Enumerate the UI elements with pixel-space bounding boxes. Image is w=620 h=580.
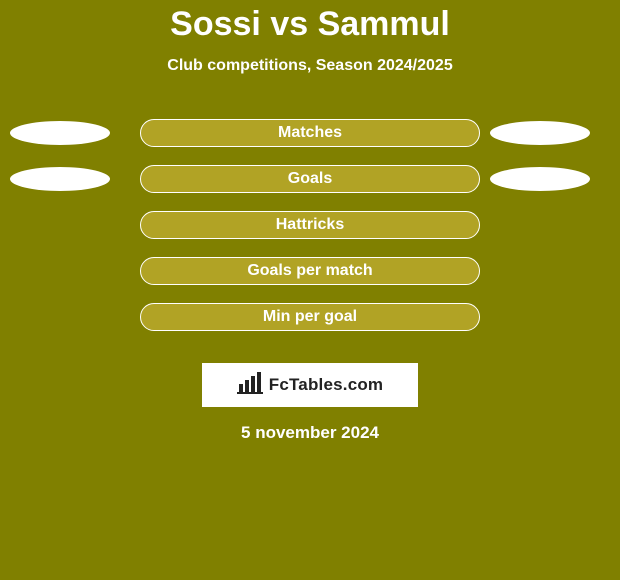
stats-rows: Matches Goals Hattricks Goals per match Min … — [0, 119, 620, 349]
stat-label: Matches — [278, 124, 342, 142]
brand-inner: FcTables.com — [237, 372, 384, 399]
comparison-card: Sossi vs Sammul Club competitions, Seaso… — [0, 0, 620, 580]
right-value-bubble — [490, 121, 590, 145]
right-value-bubble — [490, 167, 590, 191]
stat-row: Goals per match — [0, 257, 620, 303]
brand-box[interactable]: FcTables.com — [202, 363, 418, 407]
left-value-bubble — [10, 167, 110, 191]
brand-text: FcTables.com — [269, 375, 384, 395]
stat-bar: Min per goal — [140, 303, 480, 331]
page-subtitle: Club competitions, Season 2024/2025 — [0, 57, 620, 75]
stat-bar: Matches — [140, 119, 480, 147]
bar-chart-icon — [237, 372, 263, 399]
stat-row: Min per goal — [0, 303, 620, 349]
date-text: 5 november 2024 — [0, 423, 620, 443]
stat-bar: Goals per match — [140, 257, 480, 285]
left-value-bubble — [10, 121, 110, 145]
stat-label: Goals per match — [247, 262, 372, 280]
stat-row: Matches — [0, 119, 620, 165]
stat-row: Hattricks — [0, 211, 620, 257]
stat-bar: Goals — [140, 165, 480, 193]
stat-label: Min per goal — [263, 308, 357, 326]
page-title: Sossi vs Sammul — [0, 0, 620, 43]
stat-row: Goals — [0, 165, 620, 211]
stat-label: Goals — [288, 170, 332, 188]
stat-label: Hattricks — [276, 216, 344, 234]
stat-bar: Hattricks — [140, 211, 480, 239]
